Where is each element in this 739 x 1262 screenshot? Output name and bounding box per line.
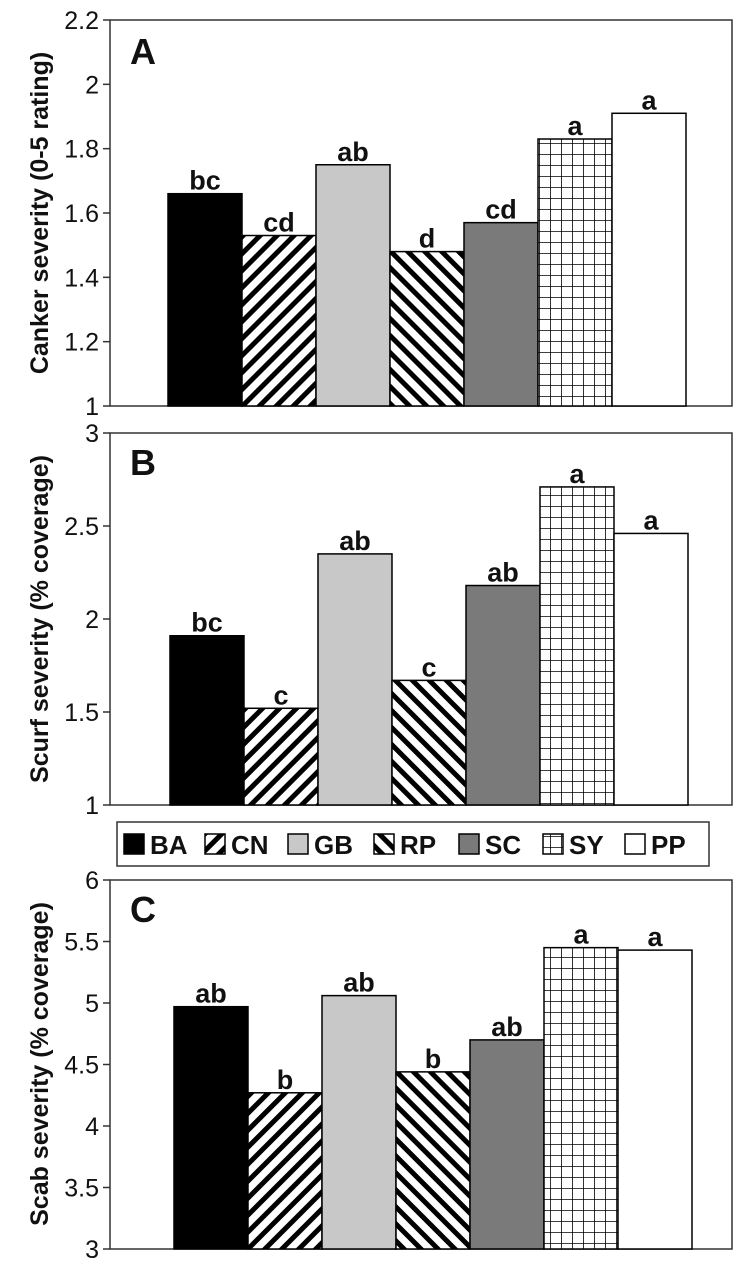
panel-a-significance-letter: ab [337,137,369,167]
panel-b-bar-pp [613,532,689,806]
panel-a-bar-gb [315,164,391,407]
panel-b-significance-letter: a [643,505,659,535]
panel-a-bar-cn [241,234,317,407]
panel-c-tick-label: 5 [85,990,99,1018]
panel-a-tick-label: 1.4 [64,264,99,292]
panel-b-letters: bc c ab c ab a a [191,459,659,710]
legend-items: BA CN GB RP SC SY PP [123,830,686,860]
panel-a-significance-letter: bc [189,166,221,196]
panel-a-letters: bc cd ab d cd a a [189,85,657,253]
panel-c-significance-letter: ab [343,968,375,998]
panel-c-bar-ba [173,1005,249,1250]
panel-c-bar-gb [321,994,397,1250]
panel-b-bar-rp [391,679,467,806]
panel-b-tick-label: 1.5 [64,699,99,727]
panel-b-bar-gb [317,553,393,806]
panel-c-tick-label: 3.5 [64,1175,99,1203]
panel-a-bar-ba [167,192,243,407]
panel-c-tick-label: 5.5 [64,929,99,957]
panel-c: C Scab severity (% coverage) 3 3.5 4 4.5 5 5.… [26,867,733,1262]
panel-a-y-axis-label: Canker severity (0-5 rating) [26,52,54,374]
panel-a-tick-label: 1 [85,393,99,421]
panel-a-tick-label: 1.8 [64,136,99,164]
panel-a-significance-letter: a [567,111,583,141]
legend-label-pp: PP [651,830,686,860]
panel-c-label: C [130,889,156,930]
panel-b-bar-sy [539,486,615,806]
panel-b-significance-letter: bc [191,608,223,638]
legend-label-ba: BA [150,830,188,860]
panel-c-tick-label: 4 [85,1113,99,1141]
legend-label-cn: CN [231,830,269,860]
panel-a-tick-label: 2 [85,71,99,99]
panel-b-significance-letter: ab [339,526,371,556]
legend-swatch-cn [204,833,226,855]
panel-c-bar-rp [395,1071,471,1250]
panel-a-tick-label: 2.2 [64,7,99,35]
panel-b-label: B [130,442,156,483]
panel-a-y-ticks: 1 1.2 1.4 1.6 1.8 2 2.2 [64,7,110,421]
panel-c-significance-letter: b [425,1044,442,1074]
panel-c-bar-sy [543,946,619,1250]
legend-label-sy: SY [569,830,604,860]
panel-c-significance-letter: b [277,1065,294,1095]
panel-a-bar-sc [463,221,539,407]
panel-c-bar-pp [617,949,693,1250]
legend-swatch-ba [123,833,145,855]
panel-b-tick-label: 1 [85,792,99,820]
panel-b-significance-letter: ab [487,558,519,588]
panel-b-bar-cn [243,707,319,806]
panel-b-y-axis-label: Scurf severity (% coverage) [26,455,54,783]
panel-b-significance-letter: a [569,459,585,489]
panel-b-tick-label: 2 [85,606,99,634]
panel-b-bars [169,486,689,806]
panel-a-tick-label: 1.6 [64,200,99,228]
panel-a-bar-sy [537,138,613,407]
panel-b-tick-label: 3 [85,420,99,448]
legend: BA CN GB RP SC SY PP [116,821,710,867]
panel-c-bar-cn [247,1092,323,1250]
panel-c-y-ticks: 3 3.5 4 4.5 5 5.5 6 [64,867,110,1262]
panel-b-bar-sc [465,584,541,806]
legend-label-sc: SC [485,830,521,860]
panel-c-bar-sc [469,1039,545,1250]
panel-a-significance-letter: d [419,224,436,254]
legend-label-gb: GB [314,830,353,860]
panel-c-bars [173,946,693,1250]
panel-a-significance-letter: cd [263,208,295,238]
panel-b-tick-label: 2.5 [64,513,99,541]
panel-a-tick-label: 1.2 [64,329,99,357]
panel-b-significance-letter: c [421,652,436,682]
panel-b-bar-ba [169,634,245,806]
panel-c-letters: ab b ab b ab a a [195,920,663,1095]
panel-c-tick-label: 6 [85,867,99,895]
panel-a-label: A [130,31,156,72]
panel-c-significance-letter: a [647,922,663,952]
panel-a-bars [167,112,687,407]
panel-c-significance-letter: a [573,920,589,950]
panel-c-significance-letter: ab [195,979,227,1009]
panel-a-bar-pp [611,112,687,407]
panel-a-significance-letter: cd [485,195,517,225]
panel-c-significance-letter: ab [491,1012,523,1042]
panel-a: A Canker severity (0-5 rating) 1 1.2 1.4 1.… [26,7,733,421]
panel-a-bar-rp [389,250,465,407]
panel-a-significance-letter: a [641,85,657,115]
panel-b-y-ticks: 1 1.5 2 2.5 3 [64,420,110,820]
legend-swatch-gb [287,833,309,855]
panel-b-significance-letter: c [273,680,288,710]
panel-c-tick-label: 4.5 [64,1052,99,1080]
legend-swatch-rp [373,833,395,855]
legend-swatch-sc [458,833,480,855]
legend-label-rp: RP [400,830,436,860]
panel-c-y-axis-label: Scab severity (% coverage) [26,902,54,1226]
panel-b: B Scurf severity (% coverage) 11.522.53 … [26,420,733,820]
panel-c-tick-label: 3 [85,1236,99,1262]
legend-swatch-sy [542,833,564,855]
legend-swatch-pp [624,833,646,855]
